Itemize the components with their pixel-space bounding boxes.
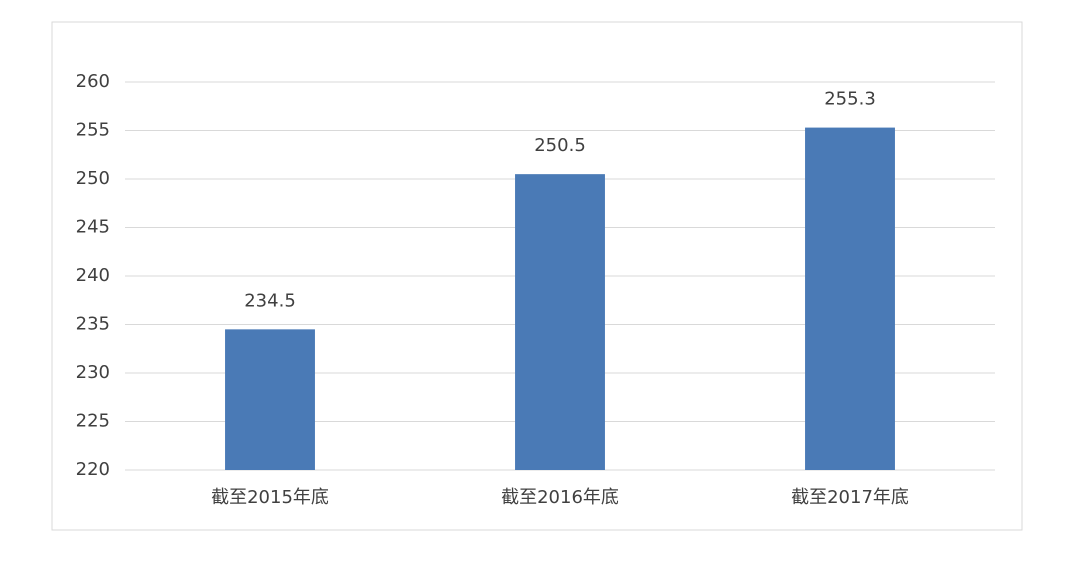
y-tick-label: 255 bbox=[76, 120, 110, 141]
y-tick-label: 260 bbox=[76, 71, 110, 92]
y-tick-label: 245 bbox=[76, 217, 110, 238]
y-tick-label: 250 bbox=[76, 168, 110, 189]
y-tick-label: 230 bbox=[76, 362, 110, 383]
bar bbox=[225, 329, 315, 470]
data-label: 255.3 bbox=[824, 89, 876, 110]
bar bbox=[805, 127, 895, 470]
y-tick-label: 220 bbox=[76, 459, 110, 480]
x-tick-label: 截至2015年底 bbox=[211, 487, 329, 508]
y-tick-label: 240 bbox=[76, 265, 110, 286]
bar bbox=[515, 174, 605, 470]
x-tick-label: 截至2016年底 bbox=[501, 487, 619, 508]
y-tick-label: 225 bbox=[76, 411, 110, 432]
x-tick-label: 截至2017年底 bbox=[791, 487, 909, 508]
y-tick-label: 235 bbox=[76, 314, 110, 335]
data-label: 234.5 bbox=[244, 290, 296, 311]
data-label: 250.5 bbox=[534, 135, 586, 156]
